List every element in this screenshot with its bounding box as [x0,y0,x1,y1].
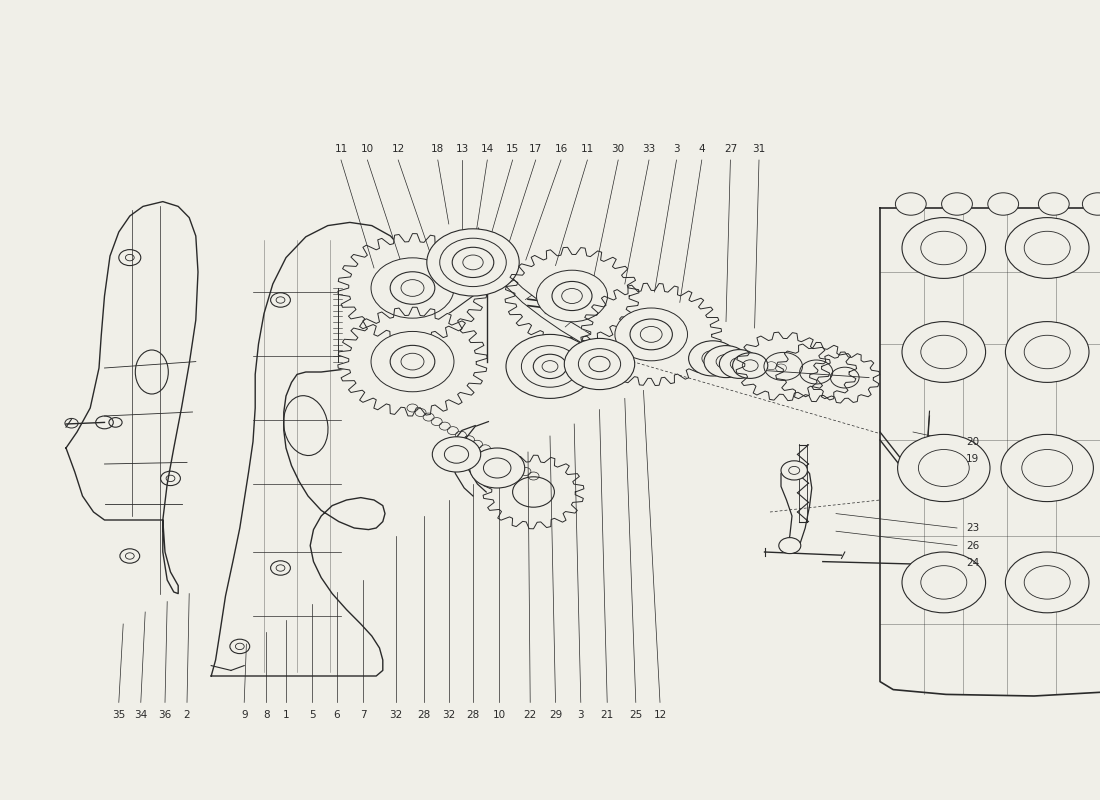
Circle shape [1082,193,1100,215]
Circle shape [781,461,807,480]
Circle shape [689,341,737,376]
Text: 11: 11 [581,143,594,154]
Text: 7: 7 [360,710,366,720]
Polygon shape [776,342,857,402]
Text: 32: 32 [389,710,403,720]
Text: 31: 31 [752,143,766,154]
Polygon shape [505,247,639,345]
Circle shape [1005,552,1089,613]
Text: 32: 32 [442,710,455,720]
Circle shape [579,349,620,379]
Circle shape [1024,231,1070,265]
Circle shape [902,218,986,278]
Polygon shape [338,307,487,416]
Text: 34: 34 [134,710,147,720]
Text: 27: 27 [724,143,737,154]
Text: 36: 36 [158,710,172,720]
Text: 25: 25 [629,710,642,720]
Polygon shape [736,332,830,401]
Circle shape [432,437,481,472]
Text: 12: 12 [392,143,405,154]
Circle shape [733,353,768,378]
Text: 1: 1 [283,710,289,720]
Polygon shape [338,234,487,342]
Text: 9: 9 [241,710,248,720]
Circle shape [564,338,635,390]
Circle shape [779,538,801,554]
Text: 28: 28 [417,710,430,720]
Circle shape [1001,434,1093,502]
Text: 6: 6 [333,710,340,720]
Text: 23: 23 [966,523,979,533]
Circle shape [895,193,926,215]
Circle shape [371,331,454,392]
Circle shape [371,258,454,318]
Text: 29: 29 [549,710,562,720]
Text: 20: 20 [966,437,979,446]
Circle shape [1022,450,1072,486]
Circle shape [902,552,986,613]
Circle shape [615,308,688,361]
Text: 3: 3 [673,143,680,154]
Circle shape [521,346,579,387]
Circle shape [704,346,748,378]
Text: 10: 10 [493,710,506,720]
Text: 33: 33 [642,143,656,154]
Text: 4: 4 [698,143,705,154]
Text: 26: 26 [966,541,979,550]
Circle shape [921,335,967,369]
Polygon shape [483,455,584,529]
Circle shape [506,334,594,398]
Circle shape [942,193,972,215]
Circle shape [1005,218,1089,278]
Polygon shape [810,352,880,403]
Text: 30: 30 [612,143,625,154]
Circle shape [902,322,986,382]
Text: 15: 15 [506,143,519,154]
Text: 11: 11 [334,143,348,154]
Polygon shape [581,283,722,386]
Text: 17: 17 [529,143,542,154]
Text: 14: 14 [481,143,494,154]
Circle shape [440,238,506,286]
Text: 16: 16 [554,143,568,154]
Text: 18: 18 [431,143,444,154]
Text: 19: 19 [966,454,979,464]
Circle shape [988,193,1019,215]
Circle shape [1024,566,1070,599]
Circle shape [898,434,990,502]
Text: 24: 24 [966,558,979,568]
Text: 12: 12 [653,710,667,720]
Text: 3: 3 [578,710,584,720]
Circle shape [1038,193,1069,215]
Text: 10: 10 [361,143,374,154]
Circle shape [1005,322,1089,382]
Text: 35: 35 [112,710,125,720]
Text: 2: 2 [184,710,190,720]
Text: 13: 13 [455,143,469,154]
Text: 21: 21 [601,710,614,720]
Circle shape [918,450,969,486]
Text: 5: 5 [309,710,316,720]
Circle shape [921,566,967,599]
Circle shape [921,231,967,265]
Circle shape [1024,335,1070,369]
Text: 8: 8 [263,710,270,720]
Text: 28: 28 [466,710,480,720]
Circle shape [719,350,759,378]
Circle shape [427,229,519,296]
Circle shape [470,448,525,488]
Text: 22: 22 [524,710,537,720]
Circle shape [537,270,607,322]
